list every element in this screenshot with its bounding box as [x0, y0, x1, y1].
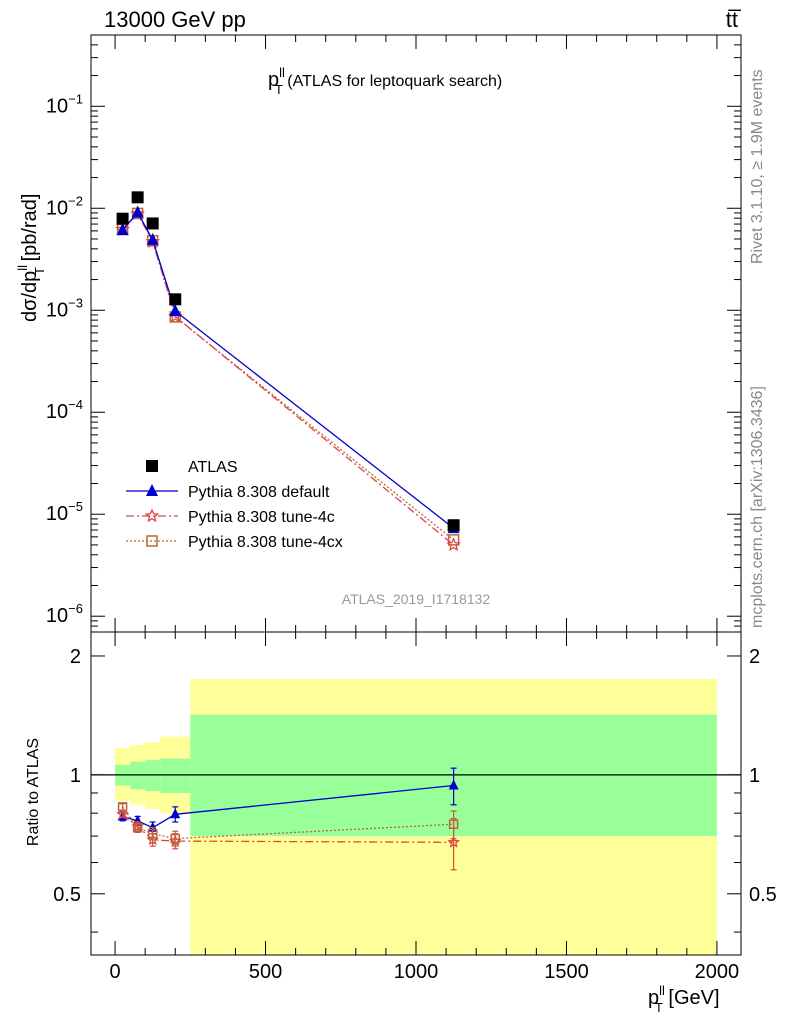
ratio-series — [116, 767, 461, 871]
ratio-ytick-label: 0.5 — [53, 884, 81, 906]
ylabel-unit: [pb/rad] — [19, 194, 41, 267]
x-axis-label: pll T [GeV] — [648, 983, 720, 1015]
title-sup: ll — [279, 65, 285, 80]
main-point-1 — [146, 232, 159, 245]
x-tick-label: 1000 — [394, 961, 439, 983]
legend-marker — [146, 460, 158, 472]
title-sub: T — [275, 82, 283, 97]
legend-label: ATLAS — [188, 459, 238, 476]
main-ytick-base: 10 — [46, 95, 68, 117]
xlabel-sub: T — [655, 1000, 663, 1015]
main-series — [115, 191, 461, 552]
main-ytick-label: 10−4 — [46, 397, 83, 423]
ratio-point-2 — [448, 819, 459, 829]
main-point-0 — [116, 212, 129, 225]
main-ytick-label: 10−6 — [46, 601, 83, 627]
ratio-point-2 — [132, 822, 143, 833]
main-ytick-exponent: −5 — [68, 499, 83, 514]
main-point-0 — [131, 191, 144, 204]
main-ylabel: dσ/dpll T [pb/rad] — [15, 194, 47, 322]
ratio-ytick-label: 2 — [70, 646, 81, 668]
mcplots-label: mcplots.cern.ch [arXiv:1306.3436] — [749, 386, 766, 628]
ratio-ytick-label: 1 — [70, 765, 81, 787]
main-title: pll T (ATLAS for leptoquark search) — [268, 65, 502, 97]
main-ytick-exponent: −4 — [68, 397, 83, 412]
main-point-1 — [116, 223, 129, 236]
ratio-ticks: 0 500 1000 1500 2000 0.5 0.5 1 1 2 2 — [53, 632, 777, 983]
ratio-point-0 — [448, 779, 459, 790]
ratio-panel: 0 500 1000 1500 2000 0.5 0.5 1 1 2 2 Ratio to ATLA… — [25, 631, 777, 983]
xlabel-unit: [GeV] — [663, 987, 720, 1009]
x-tick-label: 0 — [110, 961, 121, 983]
main-ytick-exponent: −6 — [68, 601, 83, 616]
header-process: tt̅ — [726, 7, 742, 32]
ratio-ytick-label-right: 0.5 — [749, 884, 777, 906]
ratio-point-2 — [147, 828, 158, 839]
ratio-point-0 — [170, 808, 181, 819]
ratio-point-2 — [117, 802, 128, 812]
main-panel: 10−610−510−410−310−210−1 pll T (ATLAS for… — [15, 34, 742, 633]
main-ytick-label: 10−5 — [46, 499, 83, 525]
ylabel-sup: ll — [15, 265, 30, 271]
ylabel-main: dσ/dp — [19, 271, 41, 322]
title-p: p — [268, 69, 279, 91]
ratio-ytick-label-right: 2 — [749, 646, 760, 668]
x-tick-label: 500 — [249, 961, 282, 983]
ratio-ylabel: Ratio to ATLAS — [25, 738, 42, 846]
main-ytick-base: 10 — [46, 401, 68, 423]
main-point-1 — [131, 205, 144, 218]
x-tick-label: 1500 — [544, 961, 589, 983]
legend-marker — [144, 508, 160, 523]
xlabel-sup: ll — [659, 983, 665, 998]
main-ytick-exponent: −2 — [68, 193, 83, 208]
main-line-1 — [122, 211, 454, 529]
legend-marker — [146, 484, 158, 496]
main-ytick-label: 10−3 — [46, 295, 83, 321]
legend: ATLAS Pythia 8.308 default Pythia 8.308 tu… — [126, 459, 343, 551]
ratio-band-inner — [160, 758, 191, 793]
analysis-watermark: ATLAS_2019_I1718132 — [342, 591, 491, 607]
legend-label: Pythia 8.308 tune-4c — [188, 509, 335, 526]
legend-label: Pythia 8.308 default — [188, 484, 330, 501]
ratio-bands — [115, 678, 717, 955]
main-ytick-base: 10 — [46, 605, 68, 627]
ratio-point-1 — [447, 835, 461, 848]
main-point-0 — [146, 217, 159, 230]
ratio-band-inner — [145, 760, 161, 792]
main-ytick-base: 10 — [46, 299, 68, 321]
main-point-3 — [447, 534, 460, 546]
title-rest: (ATLAS for leptoquark search) — [283, 73, 502, 90]
ratio-point-1 — [116, 807, 130, 820]
ratio-point-2 — [170, 833, 181, 844]
rivet-label: Rivet 3.1.10, ≥ 1.9M events — [749, 69, 766, 264]
main-ytick-exponent: −3 — [68, 295, 83, 310]
main-point-0 — [169, 293, 182, 306]
ratio-ytick-label-right: 1 — [749, 765, 760, 787]
header-energy: 13000 GeV pp — [104, 7, 246, 32]
x-tick-label: 2000 — [695, 961, 740, 983]
main-point-0 — [447, 519, 460, 532]
legend-marker — [146, 535, 158, 547]
main-ticks: 10−610−510−410−310−210−1 — [46, 34, 741, 633]
main-ytick-base: 10 — [46, 197, 68, 219]
main-ytick-exponent: −1 — [68, 91, 83, 106]
main-point-1 — [169, 304, 182, 317]
main-ytick-label: 10−2 — [46, 193, 83, 219]
legend-label: Pythia 8.308 tune-4cx — [188, 534, 343, 551]
main-ytick-label: 10−1 — [46, 91, 83, 117]
ylabel-sub: T — [32, 267, 47, 275]
main-point-2 — [446, 537, 461, 552]
xlabel-p: p — [648, 987, 659, 1009]
main-ytick-base: 10 — [46, 503, 68, 525]
